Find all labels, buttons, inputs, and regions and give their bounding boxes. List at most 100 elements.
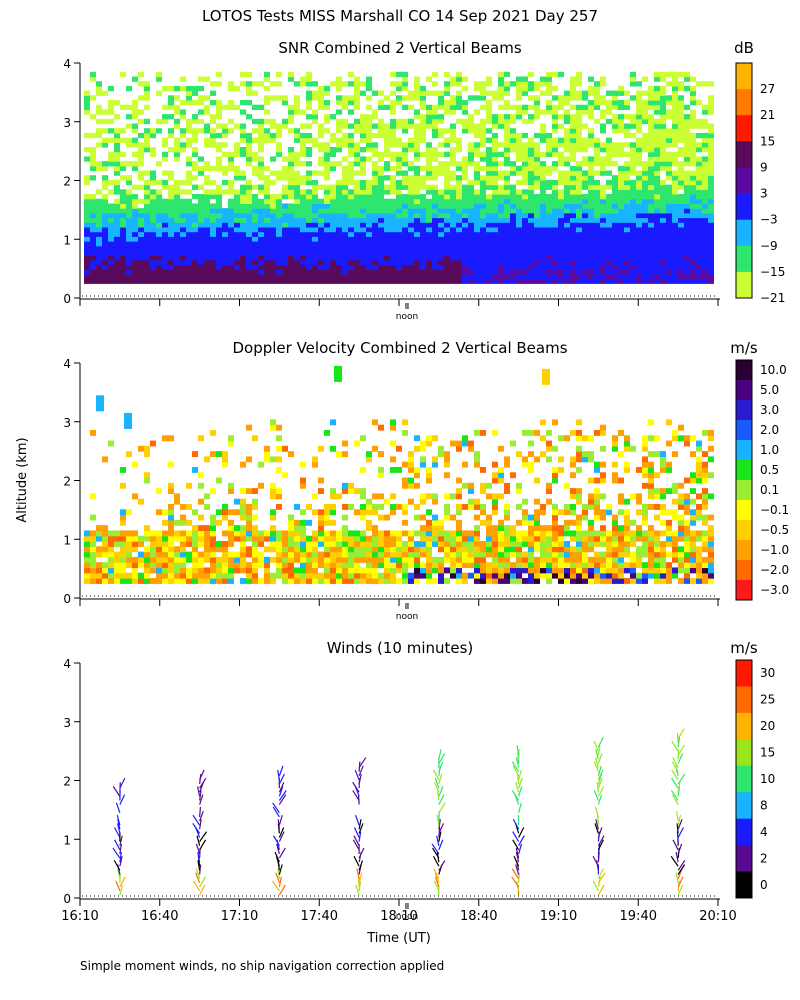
snr-cell [336,255,342,261]
snr-cell [396,245,402,252]
doppler-cell [246,535,252,542]
snr-cell [354,255,360,261]
doppler-cell [246,509,252,516]
doppler-cell [462,504,468,510]
doppler-cell [558,556,564,563]
doppler-cell [510,535,516,542]
snr-cell [222,170,228,176]
snr-cell [420,165,426,172]
snr-cell [648,203,654,209]
doppler-cell [222,567,228,574]
doppler-cell [522,535,528,542]
doppler-cell [246,519,252,526]
doppler-cell [120,562,126,569]
snr-cell [636,90,642,96]
doppler-cell [372,535,378,542]
doppler-cell [588,451,594,458]
doppler-cell [138,578,144,584]
snr-cell [96,273,102,280]
snr-cell [702,175,708,181]
snr-cell [552,217,558,223]
snr-cell [252,203,258,209]
snr-cell [306,170,312,176]
snr-cell [594,81,600,87]
doppler-cell [492,578,498,584]
doppler-cell [456,567,462,574]
snr-cell [636,194,642,200]
doppler-cell [540,435,546,442]
snr-cell [306,100,312,106]
snr-cell [678,241,684,247]
doppler-cell [144,530,150,537]
doppler-cell [180,514,186,521]
snr-cell [690,278,696,284]
snr-cell [354,231,360,237]
doppler-cell [402,504,408,510]
snr-cell [540,132,546,139]
snr-cell [630,194,636,200]
snr-cell [708,147,714,153]
snr-cell [600,123,606,129]
snr-cell [108,161,114,167]
snr-cell [552,85,558,92]
snr-cell [618,142,624,148]
snr-cell [342,184,348,190]
doppler-cell [378,472,384,479]
snr-cell [420,194,426,200]
doppler-cell [102,578,108,584]
doppler-cell [348,504,354,510]
snr-cell [654,241,660,247]
snr-cell [618,198,624,205]
snr-cell [546,81,552,87]
doppler-cell [492,525,498,532]
snr-cell [138,208,144,214]
snr-cell [474,194,480,200]
snr-cell [438,118,444,125]
snr-cell [474,245,480,252]
snr-cell [702,81,708,87]
snr-cell [552,161,558,167]
doppler-cell [516,535,522,542]
snr-cell [282,165,288,172]
snr-cell [168,132,174,139]
doppler-cell [528,556,534,563]
doppler-cell [420,530,426,537]
snr-cell [432,222,438,228]
snr-cell [348,194,354,200]
doppler-cell [282,556,288,563]
snr-cell [498,222,504,228]
snr-cell [252,81,258,87]
snr-cell [660,226,666,233]
snr-cell [684,250,690,256]
doppler-cell [420,541,426,547]
snr-cell [348,179,354,186]
snr-cell [246,81,252,87]
doppler-cell [216,546,222,553]
snr-cell [108,226,114,233]
snr-cell [108,109,114,115]
snr-cell [522,273,528,280]
snr-cell [330,231,336,237]
snr-cell [138,226,144,233]
snr-cell [354,118,360,125]
snr-cell [270,231,276,237]
snr-cell [624,212,630,219]
snr-cell [234,189,240,195]
snr-cell [594,245,600,252]
snr-cell [210,137,216,143]
snr-cell [198,170,204,176]
doppler-cell [120,578,126,584]
snr-cell [672,255,678,261]
doppler-cell [612,514,618,521]
snr-cell [366,273,372,280]
snr-cell [246,208,252,214]
doppler-cell [564,541,570,547]
snr-cell [306,245,312,252]
snr-cell [192,165,198,172]
doppler-cell [348,567,354,574]
snr-cell [696,208,702,214]
snr-cell [696,81,702,87]
snr-cell [162,184,168,190]
snr-cell [276,212,282,219]
snr-cell [672,250,678,256]
